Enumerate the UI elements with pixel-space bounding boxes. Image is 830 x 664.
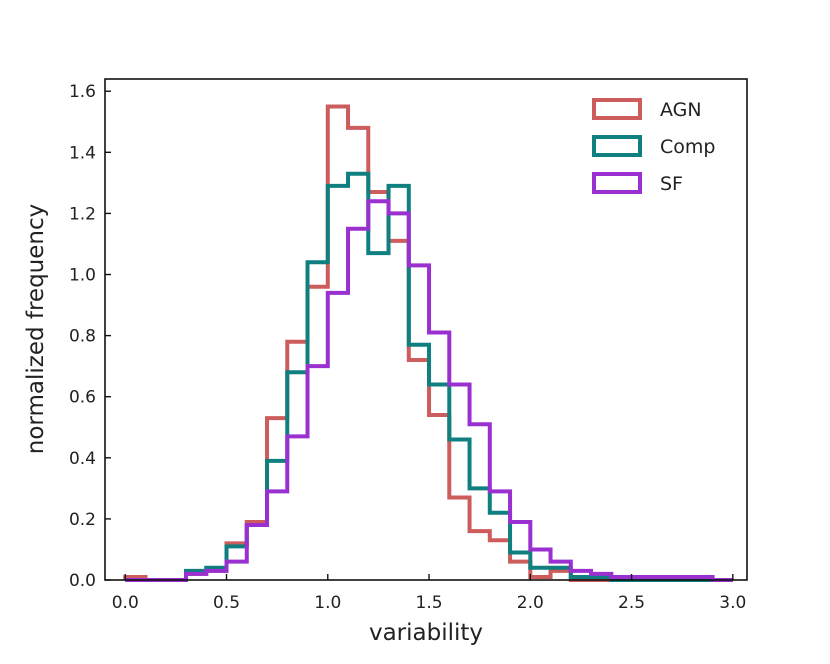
x-tick-label: 3.0 xyxy=(719,593,746,613)
legend-label-sf: SF xyxy=(660,173,683,195)
legend-label-comp: Comp xyxy=(660,136,715,158)
y-tick-label: 0.0 xyxy=(69,571,96,591)
x-tick-label: 0.0 xyxy=(112,593,139,613)
y-tick-label: 0.4 xyxy=(69,449,96,469)
series-comp-step-line xyxy=(125,171,733,582)
y-tick-label: 0.2 xyxy=(69,510,96,530)
series-sf-step-line xyxy=(125,199,733,582)
x-tick-label: 2.0 xyxy=(517,593,544,613)
x-tick-label: 0.5 xyxy=(213,593,240,613)
legend-swatch-agn xyxy=(592,98,642,120)
y-tick-label: 1.0 xyxy=(69,266,96,286)
legend: AGN Comp SF xyxy=(592,98,715,195)
x-axis-ticks: 0.0 0.5 1.0 1.5 2.0 2.5 3.0 xyxy=(112,574,746,613)
y-axis-ticks: 0.0 0.2 0.4 0.6 0.8 1.0 1.2 1.4 1.6 xyxy=(69,82,111,591)
y-tick-label: 1.6 xyxy=(69,82,96,102)
y-tick-label: 0.6 xyxy=(69,388,96,408)
y-axis-label: normalized frequency xyxy=(23,204,49,454)
x-tick-label: 2.5 xyxy=(618,593,645,613)
y-tick-label: 0.8 xyxy=(69,327,96,347)
x-axis-label: variability xyxy=(369,620,483,646)
legend-label-agn: AGN xyxy=(660,99,702,121)
y-tick-label: 1.4 xyxy=(69,143,96,163)
legend-swatch-comp xyxy=(592,135,642,157)
x-tick-label: 1.5 xyxy=(416,593,443,613)
series-layer xyxy=(123,104,733,582)
plot-frame xyxy=(104,78,748,581)
x-tick-label: 1.0 xyxy=(314,593,341,613)
y-tick-label: 1.2 xyxy=(69,204,96,224)
legend-swatch-sf xyxy=(592,172,642,194)
